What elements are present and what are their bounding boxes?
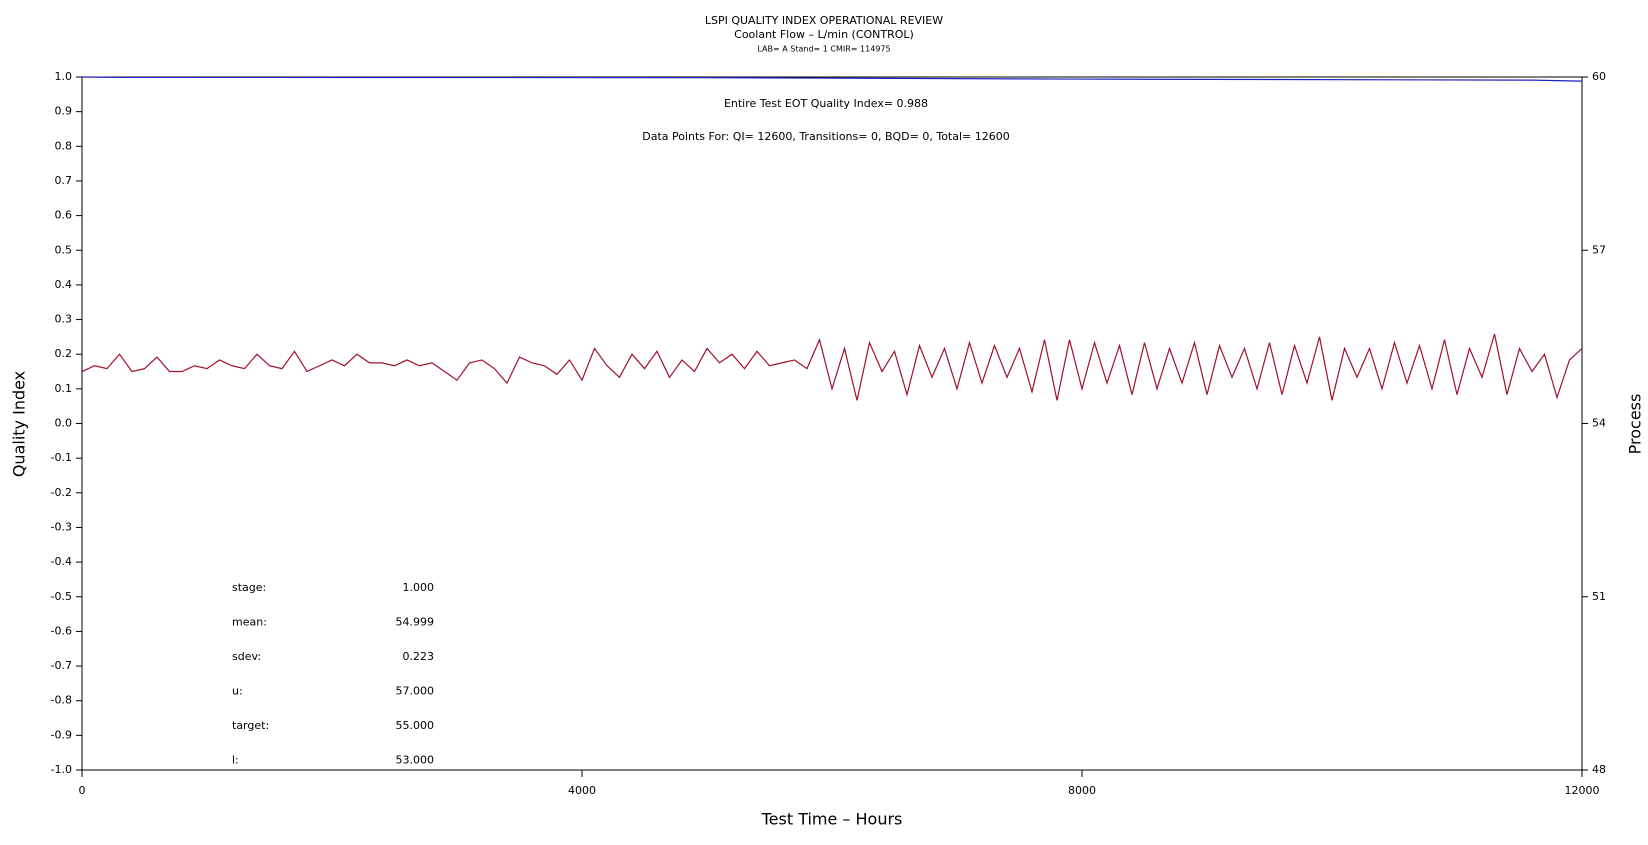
stat-value: 1.000 — [403, 581, 435, 594]
x-tick-label: 12000 — [1565, 784, 1600, 797]
y-tick-label: -1.0 — [51, 763, 72, 776]
stat-value: 0.223 — [403, 650, 435, 663]
x-tick-label: 4000 — [568, 784, 596, 797]
y-tick-label: -0.3 — [51, 520, 72, 533]
series-line — [81, 333, 1583, 401]
y-tick-label: 1.0 — [55, 70, 73, 83]
y-tick-label: 0.9 — [55, 105, 73, 118]
y2-axis-label: Process — [1626, 394, 1645, 455]
stat-label: stage: — [232, 581, 266, 594]
y-tick-label: -0.5 — [51, 590, 72, 603]
y-tick-label: 0.1 — [55, 382, 73, 395]
annotation: Data Points For: QI= 12600, Transitions=… — [642, 130, 1010, 143]
stat-value: 53.000 — [396, 754, 435, 767]
y-tick-label: -0.7 — [51, 659, 72, 672]
stat-value: 57.000 — [396, 685, 435, 698]
y-tick-label: -0.8 — [51, 694, 72, 707]
y-tick-label: 0.6 — [55, 209, 73, 222]
stat-value: 55.000 — [396, 719, 435, 732]
x-tick-label: 8000 — [1068, 784, 1096, 797]
y-tick-label: -0.1 — [51, 451, 72, 464]
y2-tick-label: 57 — [1592, 243, 1606, 256]
stat-value: 54.999 — [396, 616, 435, 629]
y-tick-label: 0.0 — [55, 417, 73, 430]
x-axis-label: Test Time – Hours — [761, 810, 903, 829]
y2-tick-label: 54 — [1592, 417, 1606, 430]
stat-label: mean: — [232, 616, 267, 629]
stat-label: l: — [232, 754, 239, 767]
y2-tick-label: 48 — [1592, 763, 1606, 776]
stat-label: u: — [232, 685, 243, 698]
y-axis-label: Quality Index — [10, 371, 29, 477]
y-tick-label: 0.2 — [55, 347, 73, 360]
y-tick-label: -0.4 — [51, 555, 72, 568]
y-tick-label: 0.8 — [55, 139, 73, 152]
y-tick-label: -0.9 — [51, 728, 72, 741]
annotation: Entire Test EOT Quality Index= 0.988 — [724, 97, 928, 110]
y-tick-label: 0.3 — [55, 313, 73, 326]
y-tick-label: 0.5 — [55, 243, 73, 256]
stat-label: sdev: — [232, 650, 261, 663]
chart-caption: LAB= A Stand= 1 CMIR= 114975 — [757, 45, 890, 54]
chart-subtitle: Coolant Flow – L/min (CONTROL) — [734, 28, 914, 41]
y-tick-label: -0.2 — [51, 486, 72, 499]
y-tick-label: 0.4 — [55, 278, 73, 291]
y-tick-label: -0.6 — [51, 624, 72, 637]
x-tick-label: 0 — [79, 784, 86, 797]
stat-label: target: — [232, 719, 269, 732]
y2-tick-label: 60 — [1592, 70, 1606, 83]
chart-title: LSPI QUALITY INDEX OPERATIONAL REVIEW — [705, 14, 943, 27]
y2-tick-label: 51 — [1592, 590, 1606, 603]
series-line — [81, 76, 1583, 82]
plot-frame — [81, 76, 1583, 771]
y-tick-label: 0.7 — [55, 174, 73, 187]
